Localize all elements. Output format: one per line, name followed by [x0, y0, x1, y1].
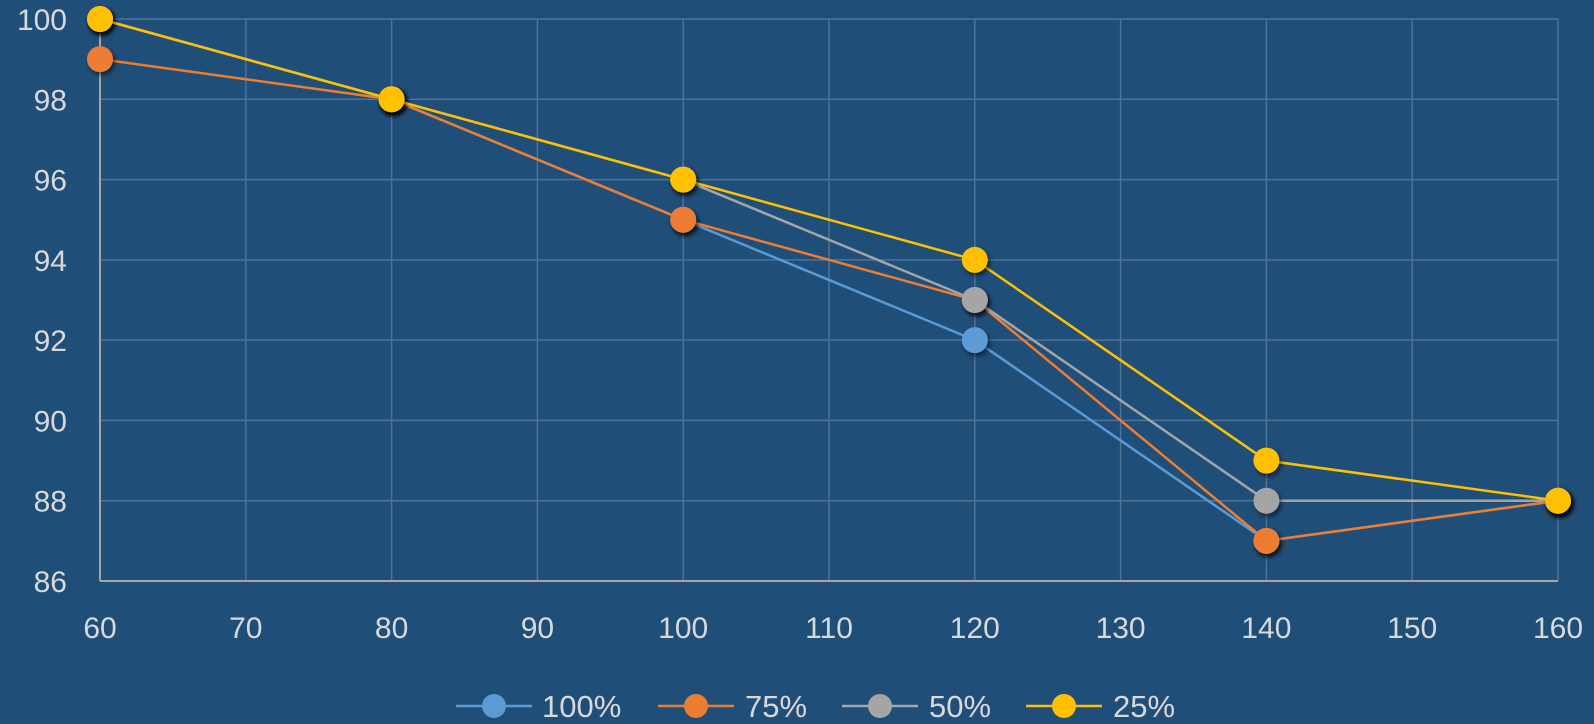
- x-tick-label: 130: [1096, 612, 1146, 645]
- legend-item-75-percent: 75%: [658, 689, 807, 724]
- data-point: [961, 327, 988, 354]
- x-tick-label: 140: [1241, 612, 1291, 645]
- x-tick-label: 60: [83, 612, 116, 645]
- legend-item-25-percent: 25%: [1026, 689, 1175, 724]
- x-tick-label: 150: [1387, 612, 1437, 645]
- x-tick-label: 70: [229, 612, 262, 645]
- legend: 100% 75% 50% 25%: [456, 689, 1175, 724]
- legend-item-100-percent: 100%: [456, 689, 621, 724]
- y-tick-label: 98: [34, 84, 67, 117]
- legend-label: 50%: [929, 689, 991, 724]
- y-tick-label: 100: [17, 4, 67, 37]
- data-point: [961, 246, 988, 273]
- data-point: [670, 206, 697, 233]
- y-tick-label: 96: [34, 165, 67, 198]
- series-line: [99, 57, 1559, 543]
- data-point: [87, 6, 113, 32]
- y-tick-label: 94: [34, 245, 67, 278]
- x-tick-label: 90: [521, 612, 554, 645]
- tick-labels: 86 88 90 92 94 96 98 100 60 70 80 90 100 110 120 130 140…: [17, 4, 1583, 645]
- legend-swatch-marker: [868, 694, 892, 718]
- data-point: [87, 46, 113, 73]
- grid: [100, 18, 1559, 581]
- series-line: [99, 17, 1559, 502]
- x-tick-label: 80: [375, 612, 408, 645]
- legend-swatch-marker: [1052, 694, 1076, 718]
- x-tick-label: 100: [658, 612, 708, 645]
- legend-item-50-percent: 50%: [842, 689, 991, 724]
- y-tick-label: 88: [34, 486, 67, 519]
- legend-label: 75%: [745, 689, 807, 724]
- y-tick-label: 86: [34, 566, 67, 599]
- y-tick-label: 90: [34, 405, 67, 438]
- legend-swatch-marker: [684, 694, 708, 718]
- legend-swatch-marker: [482, 694, 506, 718]
- data-point: [378, 86, 405, 113]
- data-point: [1253, 487, 1280, 514]
- data-point: [670, 166, 697, 193]
- series-group: [87, 6, 1571, 554]
- x-tick-label: 120: [950, 612, 1000, 645]
- data-point: [1253, 447, 1280, 474]
- data-point: [961, 287, 988, 313]
- axes: [99, 19, 1558, 582]
- legend-label: 25%: [1113, 689, 1175, 724]
- y-tick-label: 92: [34, 325, 67, 358]
- data-point: [1545, 487, 1571, 514]
- data-point: [1253, 527, 1280, 554]
- series-25-percent: [87, 6, 1571, 514]
- x-tick-label: 110: [805, 612, 853, 645]
- legend-label: 100%: [542, 689, 621, 724]
- x-tick-label: 160: [1533, 612, 1583, 645]
